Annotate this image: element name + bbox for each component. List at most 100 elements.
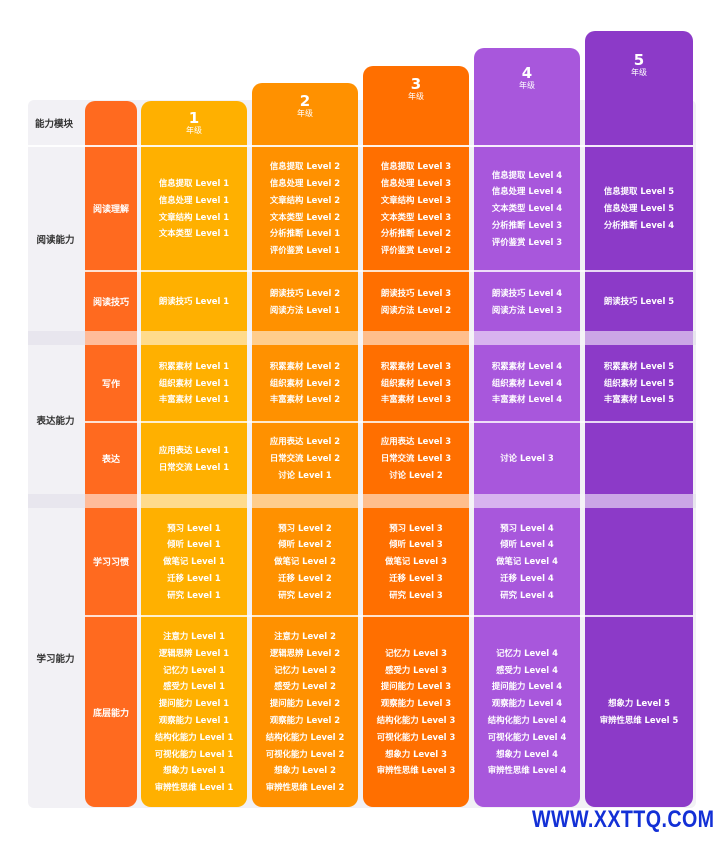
skill-level-item: 审辨性思维 Level 3 [376,765,456,776]
skill-level-item: 文章结构 Level 3 [380,194,452,205]
skill-level-item: 做笔记 Level 2 [274,556,336,567]
grid-cell: 想象力 Level 5 审辨性思维 Level 5 [585,617,693,807]
skill-level-item: 逻辑思辨 Level 1 [158,647,230,658]
grid-cell: 信息提取 Level 5 信息处理 Level 5 分析推断 Level 4 [585,147,693,270]
skill-level-item: 记忆力 Level 2 [274,664,336,675]
skill-level-item: 丰富素材 Level 5 [603,394,675,405]
skill-level-item: 想象力 Level 5 [608,698,670,709]
skill-level-item: 预习 Level 4 [500,522,554,533]
module-column [85,101,137,807]
skill-level-item: 迁移 Level 4 [500,572,554,583]
skill-level-item: 评价鉴赏 Level 1 [269,245,341,256]
skill-level-item: 文章结构 Level 1 [158,211,230,222]
skill-level-item: 结构化能力 Level 4 [487,715,567,725]
sub-label: 写作 [101,379,120,390]
grade-2-column [252,83,358,807]
skill-level-item: 记忆力 Level 1 [163,664,225,675]
skill-level-item: 朗读技巧 Level 1 [158,296,230,307]
skill-level-item: 可视化能力 Level 2 [265,748,345,759]
grade-label: 年级 [297,109,313,118]
skill-level-item: 信息处理 Level 4 [491,186,563,197]
skill-level-item: 逻辑思辨 Level 2 [269,647,341,658]
sub-label: 阅读理解 [92,205,129,215]
skill-level-item: 日常交流 Level 3 [380,453,452,464]
skill-level-item: 倾听 Level 1 [167,539,221,550]
skill-level-item: 倾听 Level 3 [389,539,443,550]
skill-level-item: 文本类型 Level 4 [491,203,563,214]
grade-label: 年级 [519,81,535,90]
grid-cell: 预习 Level 1 倾听 Level 1 做笔记 Level 1 迁移 Level … [141,508,247,615]
skill-level-item: 应用表达 Level 1 [158,444,230,455]
skill-level-item: 丰富素材 Level 3 [380,394,452,405]
grid-cell [585,423,693,494]
skill-level-item: 讨论 Level 2 [389,469,443,480]
grade-number: 1 [188,109,200,127]
skill-level-item: 阅读方法 Level 2 [380,304,452,315]
skill-level-item: 倾听 Level 2 [278,539,332,550]
skill-level-item: 可视化能力 Level 3 [376,731,456,742]
grade-5-column [585,31,693,807]
grade-3-column [363,66,469,807]
skill-level-item: 组织素材 Level 1 [158,377,230,388]
skill-level-item: 做笔记 Level 4 [496,556,558,567]
skill-level-item: 记忆力 Level 3 [385,647,447,658]
skill-level-item: 信息处理 Level 3 [380,177,452,188]
sub-label: 阅读技巧 [92,298,129,308]
skill-level-item: 预习 Level 2 [278,522,332,533]
skill-level-item: 做笔记 Level 3 [385,556,447,567]
skill-level-item: 预习 Level 1 [167,522,221,533]
column-separator [85,494,693,508]
grade-number: 3 [410,75,422,93]
skill-level-item: 组织素材 Level 3 [380,377,452,388]
skill-level-item: 阅读方法 Level 3 [491,304,563,315]
skill-level-item: 应用表达 Level 3 [380,436,452,447]
skill-level-item: 结构化能力 Level 3 [376,715,456,725]
skill-level-item: 信息提取 Level 5 [603,186,675,197]
skill-level-item: 观察能力 Level 4 [491,698,563,709]
skill-level-item: 预习 Level 3 [389,522,443,533]
skill-level-item: 分析推断 Level 1 [269,228,341,239]
skill-level-item: 丰富素材 Level 4 [491,394,563,405]
skill-level-item: 提问能力 Level 3 [380,681,452,692]
skill-level-item: 应用表达 Level 2 [269,436,341,447]
skill-level-item: 迁移 Level 2 [278,572,332,583]
skill-level-item: 日常交流 Level 2 [269,453,341,464]
skill-level-item: 想象力 Level 1 [163,765,225,776]
table-background [28,100,696,808]
grid-cell: 应用表达 Level 3 日常交流 Level 3 讨论 Level 2 [363,423,469,494]
grid-cell: 应用表达 Level 1 日常交流 Level 1 [141,423,247,494]
skill-level-item: 结构化能力 Level 2 [265,731,345,742]
skill-level-item: 积累素材 Level 5 [603,360,675,371]
skill-level-item: 信息提取 Level 2 [269,161,341,172]
skill-level-item: 积累素材 Level 2 [269,360,341,371]
group-label-learning: 学习能力 [36,653,75,665]
skill-level-item: 提问能力 Level 4 [491,681,563,692]
skill-level-item: 朗读技巧 Level 4 [491,287,563,298]
grade-label: 年级 [186,126,202,135]
skill-level-item: 感受力 Level 1 [163,681,225,692]
skill-level-item: 文本类型 Level 1 [158,228,230,239]
skill-level-item: 信息提取 Level 3 [380,161,452,172]
grid-cell: 预习 Level 3 倾听 Level 3 做笔记 Level 3 迁移 Level … [363,508,469,615]
skill-level-item: 可视化能力 Level 4 [487,731,567,742]
grade-5-header: 5 年级 [585,52,693,78]
skill-level-item: 提问能力 Level 1 [158,698,230,709]
grid-cell: 信息提取 Level 3 信息处理 Level 3 文章结构 Level 3 文本类型… [363,147,469,270]
grid-cell [585,508,693,615]
grid-cell: 朗读技巧 Level 3 阅读方法 Level 2 [363,272,469,331]
grade-4-header: 4 年级 [474,65,580,91]
grid-cell: 积累素材 Level 4 组织素材 Level 4 丰富素材 Level 4 [474,345,580,421]
grid-cell: 朗读技巧 Level 5 [585,272,693,331]
skill-level-item: 信息处理 Level 1 [158,194,230,205]
skill-level-item: 信息处理 Level 2 [269,177,341,188]
grid-cell: 讨论 Level 3 [474,423,580,494]
skill-level-item: 想象力 Level 3 [385,748,447,759]
skill-level-item: 审辨性思维 Level 2 [265,782,345,793]
grid-cell: 信息提取 Level 2 信息处理 Level 2 文章结构 Level 2 文本类型… [252,147,358,270]
grid-cell: 应用表达 Level 2 日常交流 Level 2 讨论 Level 1 [252,423,358,494]
skill-level-item: 信息处理 Level 5 [603,203,675,214]
group-label-reading: 阅读能力 [36,235,75,246]
skill-level-item: 感受力 Level 2 [274,681,336,692]
skill-level-item: 迁移 Level 1 [167,572,221,583]
skill-level-item: 观察能力 Level 2 [269,715,341,725]
